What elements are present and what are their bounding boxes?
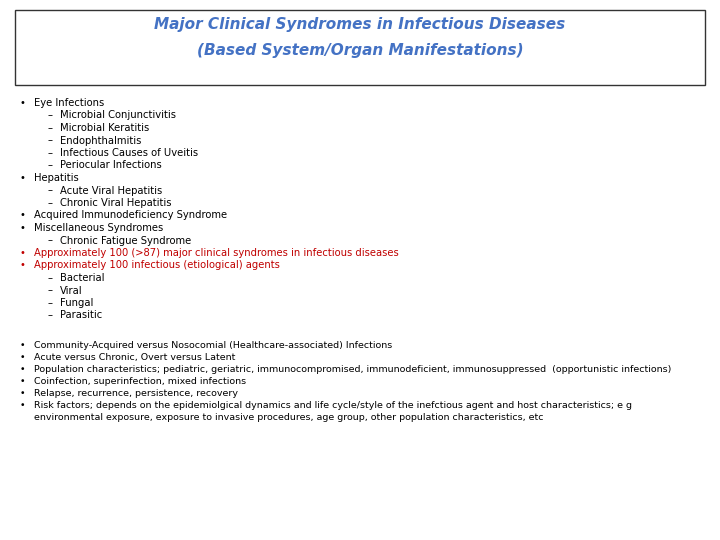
Text: •: •: [19, 248, 25, 258]
Text: •: •: [19, 341, 24, 350]
Text: Acute versus Chronic, Overt versus Latent: Acute versus Chronic, Overt versus Laten…: [34, 353, 235, 362]
Text: Eye Infections: Eye Infections: [34, 98, 104, 108]
Text: Fungal: Fungal: [60, 298, 94, 308]
Text: –: –: [48, 273, 53, 283]
Text: Approximately 100 (>87) major clinical syndromes in infectious diseases: Approximately 100 (>87) major clinical s…: [34, 248, 399, 258]
Text: (Based System/Organ Manifestations): (Based System/Organ Manifestations): [197, 43, 523, 57]
Text: Population characteristics; pediatric, geriatric, immunocompromised, immunodefic: Population characteristics; pediatric, g…: [34, 365, 671, 374]
Text: Acute Viral Hepatitis: Acute Viral Hepatitis: [60, 186, 162, 195]
Text: Approximately 100 infectious (etiological) agents: Approximately 100 infectious (etiologica…: [34, 260, 280, 271]
Text: •: •: [19, 377, 24, 386]
Text: –: –: [48, 123, 53, 133]
Text: •: •: [19, 401, 24, 410]
Text: Coinfection, superinfection, mixed infections: Coinfection, superinfection, mixed infec…: [34, 377, 246, 386]
Bar: [15, 10, 705, 85]
Text: –: –: [48, 310, 53, 321]
Text: •: •: [19, 98, 25, 108]
Text: Microbial Conjunctivitis: Microbial Conjunctivitis: [60, 111, 176, 120]
Text: –: –: [48, 160, 53, 171]
Text: Major Clinical Syndromes in Infectious Diseases: Major Clinical Syndromes in Infectious D…: [154, 17, 566, 32]
Text: Microbial Keratitis: Microbial Keratitis: [60, 123, 149, 133]
Text: Chronic Viral Hepatitis: Chronic Viral Hepatitis: [60, 198, 171, 208]
Text: –: –: [48, 286, 53, 295]
Text: –: –: [48, 111, 53, 120]
Text: Endophthalmitis: Endophthalmitis: [60, 136, 141, 145]
Text: Acquired Immunodeficiency Syndrome: Acquired Immunodeficiency Syndrome: [34, 211, 227, 220]
Text: –: –: [48, 298, 53, 308]
Text: Hepatitis: Hepatitis: [34, 173, 78, 183]
Text: –: –: [48, 136, 53, 145]
Text: •: •: [19, 260, 25, 271]
Text: •: •: [19, 173, 25, 183]
Text: •: •: [19, 211, 25, 220]
Text: –: –: [48, 148, 53, 158]
Text: •: •: [19, 365, 24, 374]
Text: Parasitic: Parasitic: [60, 310, 102, 321]
Text: Chronic Fatigue Syndrome: Chronic Fatigue Syndrome: [60, 235, 192, 246]
Text: Community-Acquired versus Nosocomial (Healthcare-associated) Infections: Community-Acquired versus Nosocomial (He…: [34, 341, 392, 350]
Text: Risk factors; depends on the epidemiolgical dynamics and life cycle/style of the: Risk factors; depends on the epidemiolgi…: [34, 401, 632, 410]
Text: •: •: [19, 223, 25, 233]
Text: •: •: [19, 353, 24, 362]
Text: Relapse, recurrence, persistence, recovery: Relapse, recurrence, persistence, recove…: [34, 389, 238, 398]
Text: environmental exposure, exposure to invasive procedures, age group, other popula: environmental exposure, exposure to inva…: [34, 413, 544, 422]
Text: Miscellaneous Syndromes: Miscellaneous Syndromes: [34, 223, 163, 233]
Text: –: –: [48, 186, 53, 195]
Text: –: –: [48, 235, 53, 246]
Text: Viral: Viral: [60, 286, 83, 295]
Text: Bacterial: Bacterial: [60, 273, 104, 283]
Text: •: •: [19, 389, 24, 398]
Text: Infectious Causes of Uveitis: Infectious Causes of Uveitis: [60, 148, 198, 158]
Text: –: –: [48, 198, 53, 208]
Text: Periocular Infections: Periocular Infections: [60, 160, 162, 171]
